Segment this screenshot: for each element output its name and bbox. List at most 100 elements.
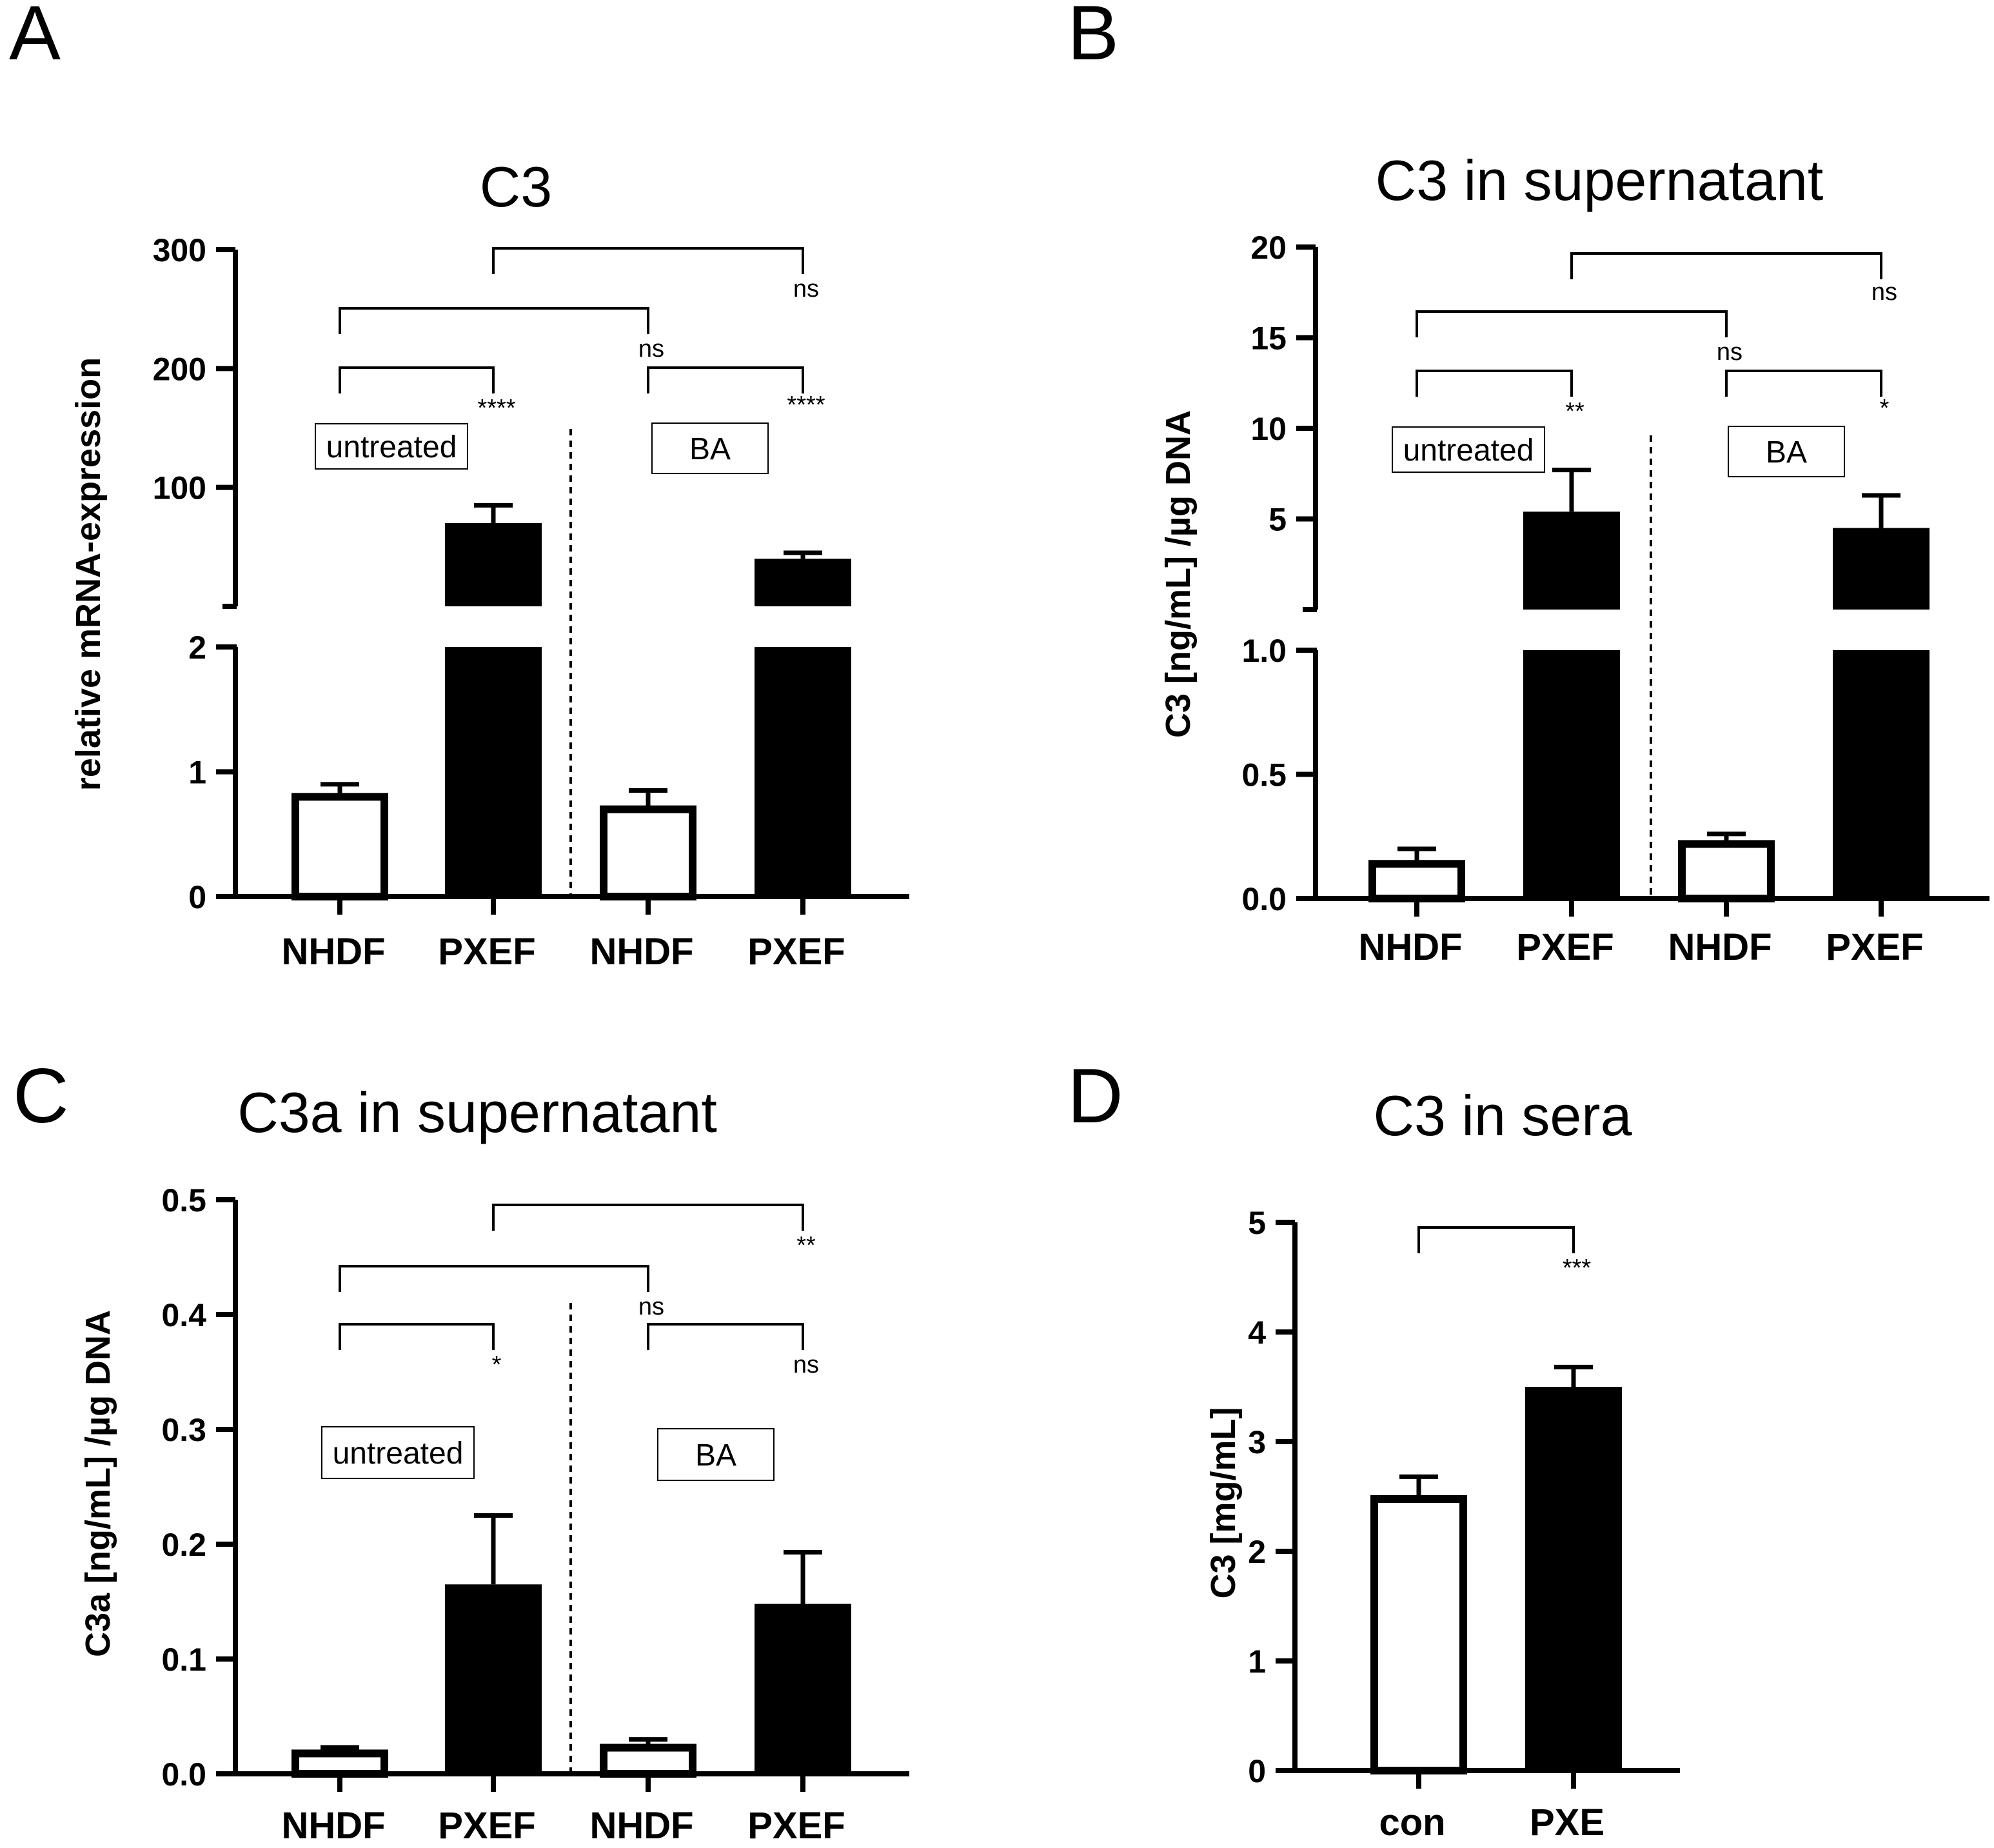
x-tick-label: PXEF xyxy=(1826,926,1924,968)
y-tick-label: 0 xyxy=(1248,1753,1266,1789)
x-tick-label: NHDF xyxy=(281,931,385,973)
condition-box xyxy=(651,422,769,474)
bar xyxy=(445,647,542,897)
x-tick-label: PXEF xyxy=(747,931,845,973)
chart-title: C3 in supernatant xyxy=(1376,148,1824,212)
significance-bracket xyxy=(339,1265,649,1292)
x-tick-label: PXEF xyxy=(1516,926,1614,968)
significance-label: **** xyxy=(477,395,515,422)
significance-bracket xyxy=(1725,370,1882,397)
x-tick-label: NHDF xyxy=(1668,926,1772,968)
significance-label: *** xyxy=(1563,1255,1592,1282)
significance-label: ns xyxy=(1871,279,1897,306)
panel-letter: C xyxy=(13,1053,69,1139)
bar xyxy=(1833,650,1930,899)
y-axis-label: C3 [ng/mL] /µg DNA xyxy=(1159,410,1198,738)
y-tick-label: 10 xyxy=(1250,411,1287,447)
chart-panel-d: D C3 in sera C3 [mg/mL] 0 1 2 3 4 5 con PXE *** xyxy=(1067,1053,1680,1843)
bar xyxy=(600,1744,696,1778)
significance-label: * xyxy=(1880,395,1890,422)
y-tick-label: 3 xyxy=(1248,1424,1266,1460)
condition-label: untreated xyxy=(333,1436,464,1471)
y-tick-label: 0.5 xyxy=(1241,757,1287,793)
y-tick-label: 5 xyxy=(1268,502,1287,538)
y-tick-label: 0.0 xyxy=(1241,881,1287,917)
y-tick-label: 4 xyxy=(1248,1315,1266,1351)
y-tick-label: 0.2 xyxy=(161,1527,206,1563)
significance-bracket xyxy=(1417,1226,1575,1253)
chart-panel-b: B C3 in supernatant C3 [ng/mL] /µg DNA 0.0 0… xyxy=(1067,0,1989,968)
bar xyxy=(1523,650,1620,899)
chart-panel-c: C C3a in supernatant C3a [ng/mL] /µg DNA 0.… xyxy=(13,1053,909,1847)
bar xyxy=(1678,840,1775,902)
x-tick-label: con xyxy=(1379,1802,1445,1843)
significance-bracket xyxy=(339,307,649,334)
bar xyxy=(445,1584,542,1774)
y-tick-label: 0.4 xyxy=(161,1297,206,1333)
panel-letter: B xyxy=(1067,0,1119,76)
y-tick-label: 0.5 xyxy=(161,1182,206,1218)
x-tick-label: PXEF xyxy=(438,931,536,973)
y-tick-label: 2 xyxy=(188,630,206,666)
condition-label: BA xyxy=(695,1438,736,1473)
y-axis-label: C3a [ng/mL] /µg DNA xyxy=(79,1310,117,1657)
significance-label: * xyxy=(492,1351,502,1378)
x-tick-label: PXE xyxy=(1530,1802,1604,1843)
condition-box xyxy=(657,1428,775,1481)
bar xyxy=(755,1604,851,1774)
bar xyxy=(1368,860,1465,902)
condition-box xyxy=(1728,426,1845,477)
y-axis-label: C3 [mg/mL] xyxy=(1204,1407,1243,1599)
significance-label: ns xyxy=(1717,339,1742,366)
condition-label: BA xyxy=(689,432,731,466)
y-tick-label: 0.0 xyxy=(161,1756,206,1793)
x-tick-label: NHDF xyxy=(1358,926,1462,968)
condition-box xyxy=(315,423,468,470)
y-tick-label: 200 xyxy=(153,351,206,387)
significance-bracket xyxy=(492,1204,804,1231)
condition-label: untreated xyxy=(326,430,457,464)
significance-label: ns xyxy=(793,1351,819,1378)
bar xyxy=(1833,528,1930,610)
panel-letter: A xyxy=(9,0,61,76)
y-tick-label: 0.3 xyxy=(161,1412,206,1448)
y-tick-label: 300 xyxy=(153,232,206,268)
chart-title: C3 in sera xyxy=(1373,1084,1632,1148)
x-tick-label: PXEF xyxy=(747,1805,845,1847)
significance-label: ns xyxy=(638,1293,664,1320)
bar xyxy=(291,1749,388,1778)
x-tick-label: PXEF xyxy=(438,1805,536,1847)
chart-panel-a: A C3 relative mRNA-expression 0 1 2 100 200 300 N… xyxy=(9,0,909,973)
chart-title: C3 xyxy=(480,155,553,219)
y-tick-label: 0 xyxy=(188,879,206,915)
x-tick-label: NHDF xyxy=(589,931,693,973)
significance-bracket xyxy=(339,1323,495,1350)
bar xyxy=(1525,1387,1622,1771)
y-tick-label: 100 xyxy=(153,470,206,506)
significance-label: ** xyxy=(796,1232,816,1259)
significance-bracket xyxy=(1570,252,1882,279)
y-tick-label: 1.0 xyxy=(1241,633,1287,669)
condition-label: untreated xyxy=(1403,433,1534,468)
bar xyxy=(445,522,542,606)
condition-box xyxy=(1392,426,1545,473)
significance-bracket xyxy=(647,1323,804,1350)
significance-label: **** xyxy=(787,392,825,419)
y-tick-label: 15 xyxy=(1250,321,1287,357)
y-tick-label: 2 xyxy=(1248,1534,1266,1570)
bar xyxy=(755,647,851,897)
bar xyxy=(1523,512,1620,610)
bar xyxy=(291,793,388,900)
condition-box xyxy=(321,1426,475,1479)
significance-bracket xyxy=(1416,370,1573,397)
significance-label: ns xyxy=(793,275,819,303)
chart-title: C3a in supernatant xyxy=(237,1080,717,1144)
significance-bracket xyxy=(1416,310,1728,337)
bar xyxy=(755,559,851,606)
bar xyxy=(1370,1495,1467,1774)
significance-bracket xyxy=(647,366,804,393)
x-tick-label: NHDF xyxy=(281,1805,385,1847)
significance-bracket xyxy=(492,247,804,274)
significance-bracket xyxy=(339,366,495,393)
